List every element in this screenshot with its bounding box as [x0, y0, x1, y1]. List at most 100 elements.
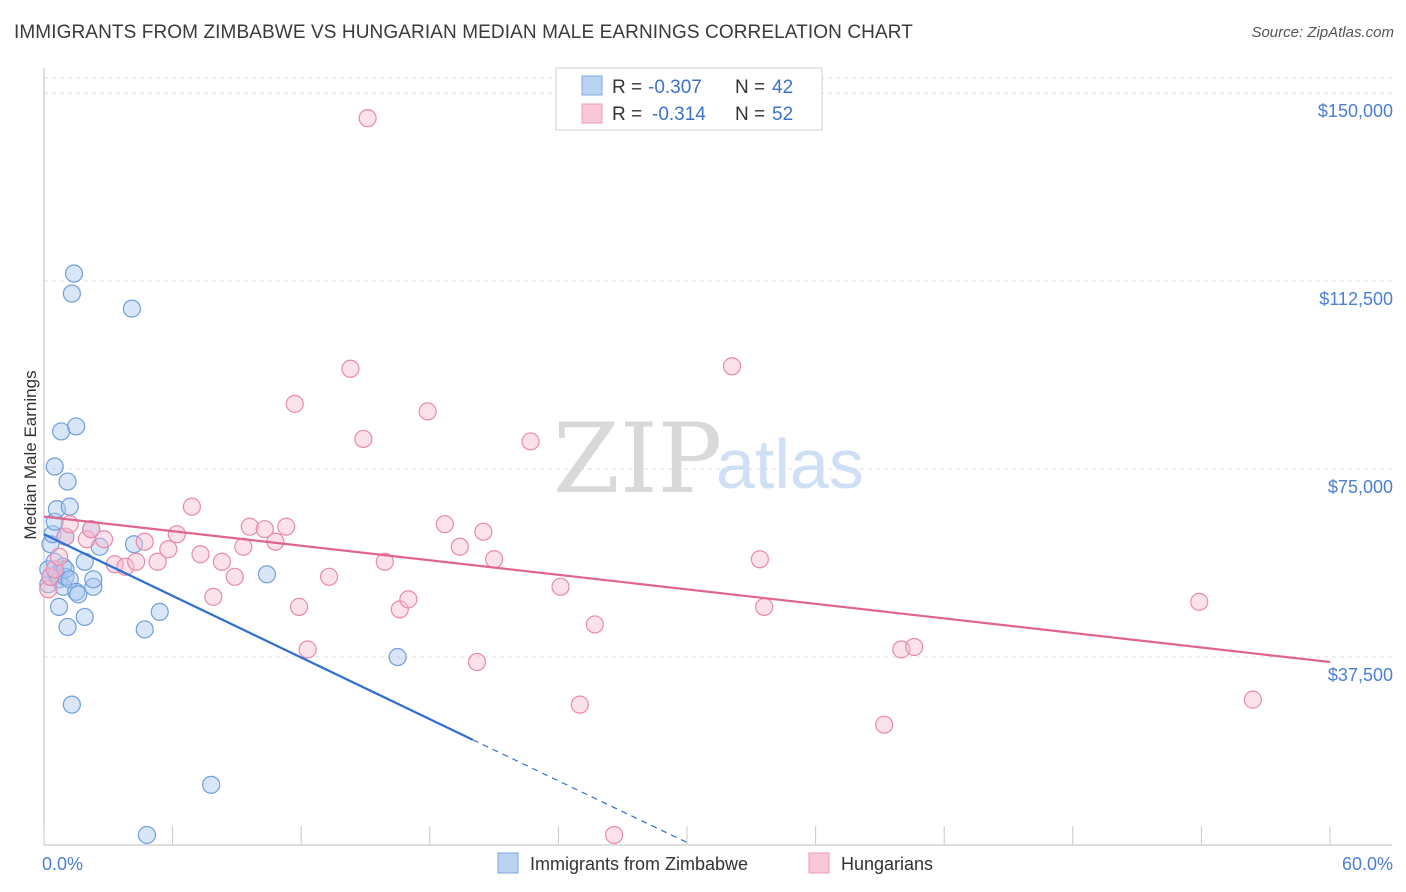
- legend-n-label: N =: [735, 77, 765, 98]
- hungarian-point: [204, 587, 223, 606]
- hungarian-point: [212, 552, 231, 571]
- hungarian-point: [1243, 690, 1262, 709]
- zimbabwe-point: [150, 602, 169, 622]
- y-tick-label: $75,000: [1328, 477, 1393, 497]
- y-tick-label: $112,500: [1319, 289, 1393, 309]
- hungarian-point: [49, 547, 69, 566]
- zimbabwe-point: [58, 472, 77, 491]
- axes: [43, 68, 1392, 846]
- bottom-legend-label: Immigrants from Zimbabwe: [530, 854, 748, 874]
- hungarian-point: [341, 359, 360, 378]
- hungarian-point: [875, 715, 894, 734]
- zimbabwe-point: [45, 457, 64, 476]
- legend-n-label: N =: [735, 104, 765, 125]
- hungarian-point: [289, 597, 309, 616]
- hungarian-point: [418, 402, 437, 421]
- zimbabwe-point: [62, 284, 81, 303]
- bottom-legend: Immigrants from Zimbabwe Hungarians: [497, 852, 933, 874]
- bottom-legend-label: Hungarians: [841, 854, 933, 874]
- hungarian-point: [450, 537, 469, 556]
- hungarian-point: [148, 552, 167, 571]
- hungarian-point: [570, 695, 589, 714]
- zimbabwe-point: [124, 535, 144, 554]
- hungarian-point: [135, 532, 154, 551]
- hungarian-point: [240, 517, 259, 536]
- bottom-legend-swatch-pink: [808, 852, 830, 874]
- zimbabwe-point: [62, 695, 81, 714]
- zimbabwe-point: [122, 299, 141, 318]
- hungarian-point: [358, 109, 377, 128]
- hungarian-point: [722, 357, 742, 376]
- hungarian-point: [319, 567, 339, 586]
- y-tick-label: $150,000: [1318, 101, 1393, 121]
- hungarian-point: [82, 520, 101, 539]
- zimbabwe-point: [49, 597, 69, 616]
- zimbabwe-point: [67, 582, 86, 601]
- zimbabwe-point: [84, 570, 103, 589]
- y-axis-label: Median Male Earnings: [21, 370, 40, 539]
- legend-r-value: -0.314: [652, 104, 706, 125]
- zimbabwe-point: [60, 497, 79, 516]
- watermark-zip: ZIP: [553, 403, 722, 515]
- trendline: [43, 533, 474, 741]
- hungarian-point: [127, 552, 146, 571]
- legend-swatch-blue: [581, 75, 603, 96]
- zimbabwe-point: [69, 585, 88, 604]
- trendlines: [43, 515, 1331, 844]
- hungarian-point: [1190, 592, 1209, 611]
- x-tick-label: 60.0%: [1342, 854, 1393, 874]
- hungarian-point: [467, 652, 487, 672]
- hungarian-point: [605, 825, 624, 845]
- hungarian-point: [225, 567, 244, 586]
- zimbabwe-point: [52, 422, 71, 441]
- trendline: [43, 515, 1331, 664]
- x-tick-label: 0.0%: [42, 854, 83, 874]
- y-tick-label: $37,500: [1328, 665, 1393, 685]
- hungarian-point: [750, 550, 769, 569]
- legend-n-value: 52: [772, 104, 793, 125]
- legend-r-label: R =: [612, 104, 642, 125]
- chart-source: Source: ZipAtlas.com: [1251, 24, 1394, 41]
- hungarian-point: [585, 615, 604, 634]
- legend-swatch-pink: [581, 103, 603, 124]
- zimbabwe-point: [84, 577, 103, 596]
- hungarian-point: [159, 540, 178, 559]
- hungarian-point: [905, 637, 924, 657]
- zimbabwe-point: [202, 775, 221, 794]
- zimbabwe-point: [388, 647, 407, 667]
- gridlines: [44, 77, 1392, 658]
- zimbabwe-point: [67, 417, 86, 436]
- hungarian-point: [277, 517, 296, 536]
- hungarian-point: [94, 530, 114, 549]
- hungarian-point: [191, 545, 210, 564]
- hungarian-point: [298, 640, 317, 659]
- y-tick-labels: $37,500 $75,000 $112,500 $150,000: [1318, 101, 1393, 685]
- hungarian-point: [474, 522, 493, 541]
- bottom-legend-swatch-blue: [497, 852, 519, 874]
- hungarian-point: [255, 520, 274, 539]
- legend-box: R = -0.307 N = 42 R = -0.314 N = 52: [555, 67, 823, 131]
- zimbabwe-point: [58, 617, 77, 637]
- zimbabwe-point: [137, 825, 156, 845]
- hungarian-point: [755, 597, 774, 616]
- hungarian-point: [521, 432, 540, 451]
- zimbabwe-point: [75, 607, 94, 627]
- trendline-extension: [472, 739, 688, 844]
- data-points: [39, 109, 1262, 845]
- hungarian-point: [167, 525, 186, 544]
- hungarian-point: [354, 429, 373, 449]
- zimbabwe-point: [135, 620, 154, 639]
- hungarian-point: [485, 550, 504, 569]
- legend-r-label: R =: [612, 77, 642, 98]
- hungarian-point: [551, 577, 570, 596]
- x-tick-labels: 0.0% 60.0%: [42, 854, 1393, 874]
- watermark: ZIP atlas: [553, 403, 864, 515]
- hungarian-point: [435, 515, 454, 534]
- watermark-atlas: atlas: [716, 425, 864, 503]
- chart-title: IMMIGRANTS FROM ZIMBABWE VS HUNGARIAN ME…: [14, 22, 913, 43]
- hungarian-point: [182, 497, 201, 516]
- hungarian-point: [285, 394, 304, 413]
- legend-n-value: 42: [772, 77, 793, 98]
- legend-r-value: -0.307: [648, 77, 702, 98]
